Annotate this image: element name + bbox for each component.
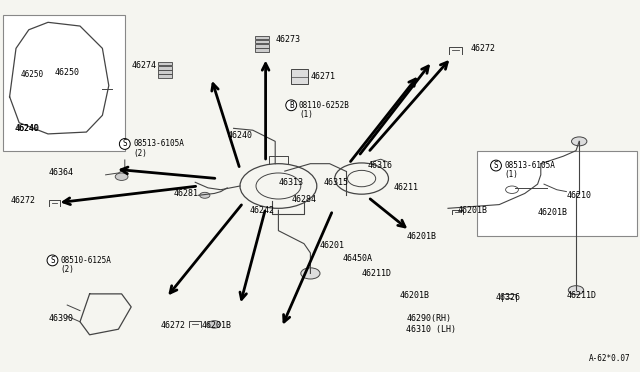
Text: S: S xyxy=(493,161,499,170)
Text: 08513-6105A: 08513-6105A xyxy=(133,140,184,148)
Bar xyxy=(158,66,172,70)
Text: 46316: 46316 xyxy=(368,161,393,170)
Bar xyxy=(255,40,269,44)
Text: 46211: 46211 xyxy=(394,183,419,192)
Text: 46272: 46272 xyxy=(161,321,186,330)
Bar xyxy=(255,48,269,52)
Text: 46273: 46273 xyxy=(275,35,300,44)
Circle shape xyxy=(115,173,128,180)
Text: 46240: 46240 xyxy=(14,124,39,133)
Text: (2): (2) xyxy=(133,149,147,158)
Text: 46274: 46274 xyxy=(132,61,157,70)
Text: 46281: 46281 xyxy=(173,189,198,198)
Text: 46271: 46271 xyxy=(310,72,335,81)
Text: 46201B: 46201B xyxy=(458,206,488,215)
Text: 46450A: 46450A xyxy=(342,254,372,263)
Text: 46326: 46326 xyxy=(496,293,521,302)
Text: 08110-6252B: 08110-6252B xyxy=(299,101,349,110)
Text: A-62*0.07: A-62*0.07 xyxy=(589,355,630,363)
Circle shape xyxy=(200,192,210,198)
Text: 46210: 46210 xyxy=(566,191,591,200)
Text: 46315: 46315 xyxy=(323,178,348,187)
Text: 46211D: 46211D xyxy=(566,291,596,300)
Text: 46240: 46240 xyxy=(16,124,39,133)
Bar xyxy=(158,70,172,74)
Text: S: S xyxy=(50,256,55,265)
Circle shape xyxy=(208,321,221,328)
Text: 46242: 46242 xyxy=(250,206,275,215)
Text: 46201: 46201 xyxy=(320,241,345,250)
Text: 46284: 46284 xyxy=(291,195,316,203)
Text: 08510-6125A: 08510-6125A xyxy=(61,256,111,265)
Circle shape xyxy=(572,137,587,146)
Text: 46364: 46364 xyxy=(49,169,74,177)
Text: 46201B: 46201B xyxy=(538,208,568,217)
Text: (2): (2) xyxy=(61,265,75,274)
Text: 08513-6105A: 08513-6105A xyxy=(504,161,555,170)
Text: 46313: 46313 xyxy=(278,178,303,187)
Text: 46250: 46250 xyxy=(20,70,44,79)
Text: S: S xyxy=(122,140,127,148)
Circle shape xyxy=(568,286,584,295)
Bar xyxy=(255,44,269,48)
Text: (1): (1) xyxy=(504,170,518,179)
Text: 46272: 46272 xyxy=(470,44,495,53)
Bar xyxy=(255,36,269,39)
Text: (1): (1) xyxy=(299,110,313,119)
Bar xyxy=(158,62,172,65)
Bar xyxy=(291,69,308,84)
Text: 46201B: 46201B xyxy=(400,291,430,300)
Text: 46290(RH): 46290(RH) xyxy=(406,314,451,323)
Text: 46390: 46390 xyxy=(49,314,74,323)
Bar xyxy=(477,151,637,236)
Text: 46211D: 46211D xyxy=(362,269,392,278)
Text: 46201B: 46201B xyxy=(406,232,436,241)
Circle shape xyxy=(301,268,320,279)
Bar xyxy=(158,74,172,78)
Text: 46310 (LH): 46310 (LH) xyxy=(406,325,456,334)
Bar xyxy=(3,15,125,151)
Text: 46201B: 46201B xyxy=(202,321,232,330)
Text: B: B xyxy=(289,101,294,110)
Text: 46250: 46250 xyxy=(54,68,79,77)
Text: 46240: 46240 xyxy=(227,131,252,140)
Text: 46272: 46272 xyxy=(10,196,35,205)
